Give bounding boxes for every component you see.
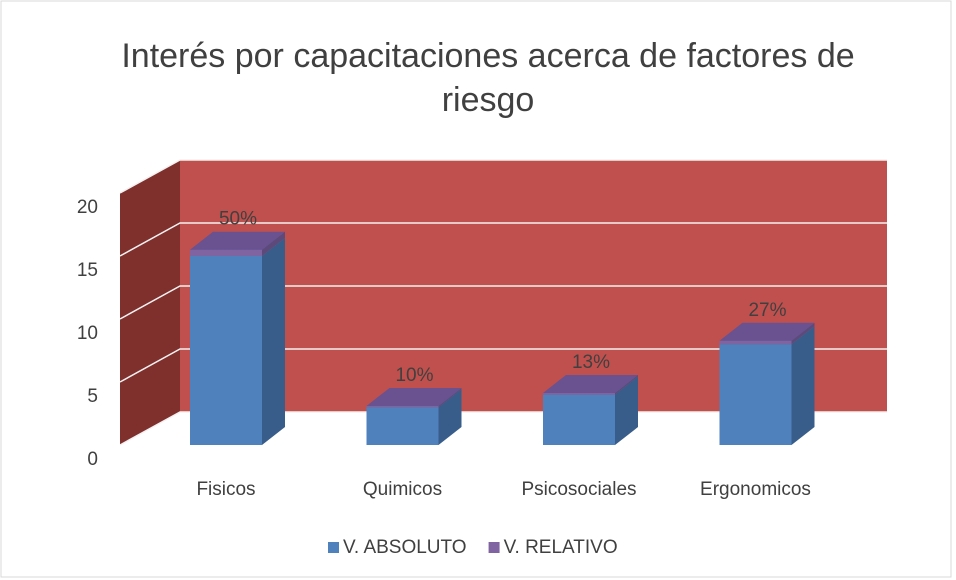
bar (190, 249, 262, 256)
grid-line (119, 222, 887, 257)
bar-segment (366, 387, 462, 408)
data-label: 13% (572, 352, 610, 373)
grid-line (119, 285, 887, 320)
bar-side (438, 389, 462, 445)
x-tick-label: Ergonomicos (700, 479, 811, 500)
chart-title: Interés por capacitaciones acerca de fac… (121, 37, 854, 119)
x-tick-label: Quimicos (363, 479, 442, 500)
y-tick-label: 20 (77, 197, 98, 218)
bar (366, 407, 439, 445)
bar-segment (190, 238, 285, 445)
grid-line (119, 411, 887, 446)
legend-label: V. RELATIVO (504, 537, 618, 558)
bar-segment (719, 322, 815, 345)
data-label: 50% (219, 209, 257, 230)
y-tick-label: 10 (77, 323, 98, 344)
data-label: 10% (395, 365, 433, 386)
bar-segment (543, 374, 638, 395)
bar-side (615, 374, 638, 395)
bar-side (438, 387, 462, 408)
data-label: 27% (748, 300, 786, 321)
y-tick-label: 0 (87, 449, 98, 470)
bar-top (543, 374, 638, 393)
y-tick-label: 5 (87, 386, 98, 407)
bar (719, 340, 792, 345)
bar (719, 344, 792, 445)
bar-side (262, 238, 285, 445)
bar-side (791, 322, 815, 345)
grid-line (119, 348, 887, 383)
legend-label: V. ABSOLUTO (343, 537, 467, 558)
x-tick-label: Psicosociales (521, 479, 636, 500)
x-tick-label: Fisicos (196, 479, 255, 500)
bar-side (791, 326, 815, 445)
bar (366, 405, 439, 408)
bar-top (366, 387, 462, 406)
legend-swatch (488, 542, 500, 553)
bar-side (615, 376, 638, 445)
bar (543, 394, 615, 445)
bar (190, 256, 262, 445)
bar (543, 392, 615, 395)
bar-top (719, 322, 815, 341)
bar-segment (190, 231, 285, 256)
grid-line (119, 159, 887, 194)
y-tick-label: 15 (77, 260, 98, 281)
bar-side (262, 231, 285, 256)
bar-top (190, 231, 285, 250)
legend-swatch (328, 542, 339, 553)
